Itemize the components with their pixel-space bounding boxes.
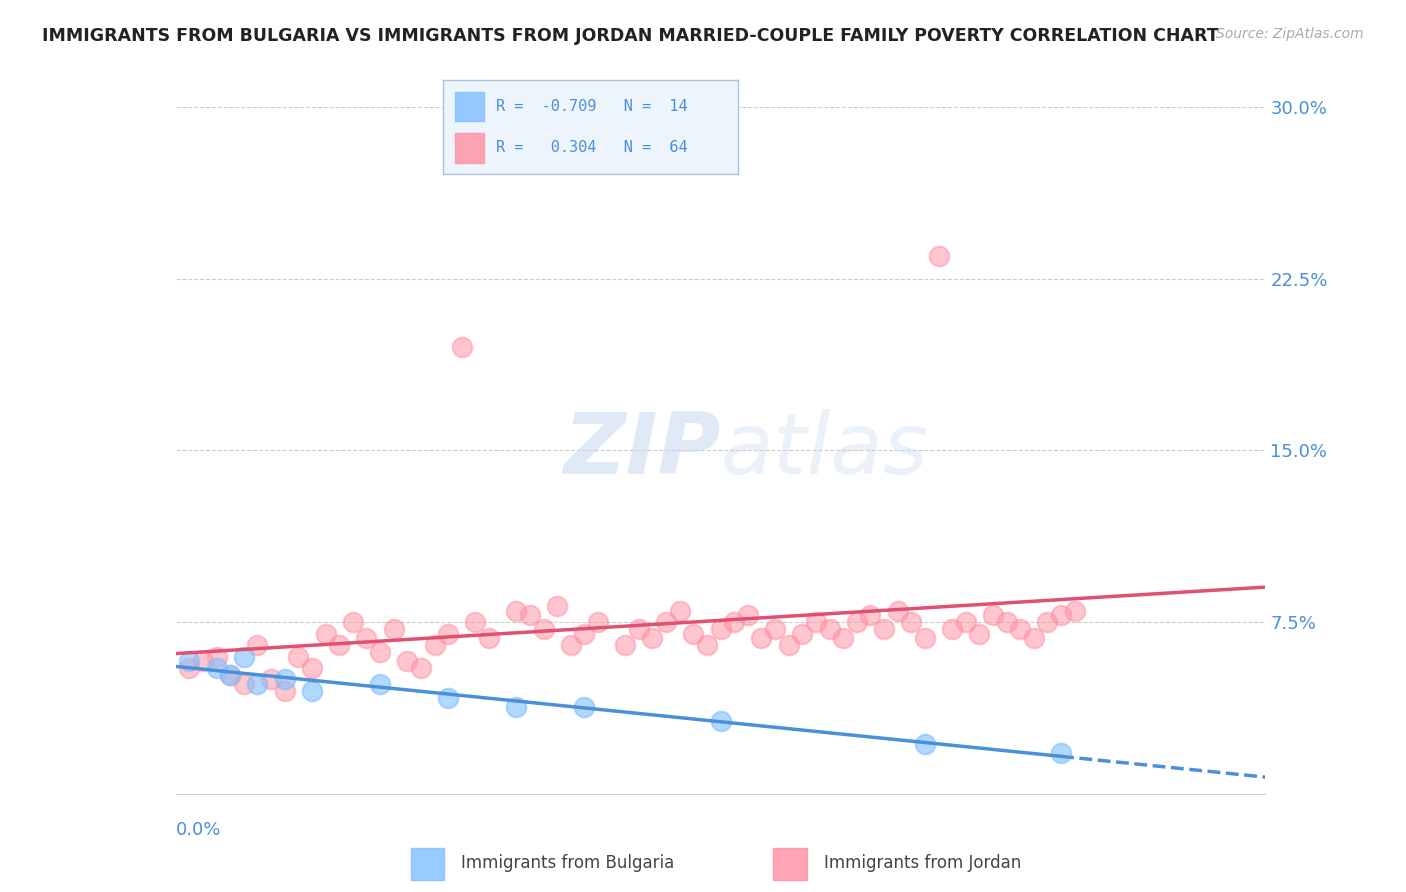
Point: [533, 622, 555, 636]
Point: [328, 638, 350, 652]
Point: [246, 638, 269, 652]
Text: atlas: atlas: [721, 409, 928, 492]
Point: [614, 638, 637, 652]
Point: [437, 690, 460, 705]
Point: [832, 631, 855, 645]
Point: [219, 668, 242, 682]
Point: [246, 677, 269, 691]
Point: [763, 622, 786, 636]
Point: [845, 615, 868, 630]
Point: [342, 615, 364, 630]
Point: [505, 604, 527, 618]
Point: [1050, 746, 1073, 760]
Point: [778, 638, 800, 652]
Point: [1010, 622, 1032, 636]
Bar: [454, 92, 484, 121]
Point: [955, 615, 977, 630]
Point: [179, 661, 201, 675]
Point: [981, 608, 1004, 623]
Point: [464, 615, 486, 630]
Point: [409, 661, 432, 675]
Point: [941, 622, 963, 636]
Point: [1022, 631, 1045, 645]
Point: [682, 626, 704, 640]
Point: [219, 668, 242, 682]
Point: [710, 714, 733, 728]
Bar: [454, 133, 484, 162]
Point: [900, 615, 922, 630]
Point: [301, 661, 323, 675]
Point: [627, 622, 650, 636]
Point: [914, 631, 936, 645]
Point: [232, 677, 254, 691]
Bar: [411, 848, 444, 880]
Point: [356, 631, 378, 645]
Point: [232, 649, 254, 664]
Bar: [773, 848, 807, 880]
Point: [368, 677, 391, 691]
Point: [368, 645, 391, 659]
Text: R =   0.304   N =  64: R = 0.304 N = 64: [496, 140, 688, 155]
Point: [205, 661, 228, 675]
Point: [655, 615, 678, 630]
Point: [260, 673, 283, 687]
Point: [205, 649, 228, 664]
Point: [315, 626, 337, 640]
Text: IMMIGRANTS FROM BULGARIA VS IMMIGRANTS FROM JORDAN MARRIED-COUPLE FAMILY POVERTY: IMMIGRANTS FROM BULGARIA VS IMMIGRANTS F…: [42, 27, 1219, 45]
Text: 0.0%: 0.0%: [176, 822, 221, 839]
Text: ZIP: ZIP: [562, 409, 721, 492]
Point: [1050, 608, 1073, 623]
Point: [723, 615, 745, 630]
Text: Immigrants from Bulgaria: Immigrants from Bulgaria: [461, 854, 675, 872]
Point: [928, 249, 950, 263]
Point: [914, 737, 936, 751]
Point: [179, 654, 201, 668]
Point: [437, 626, 460, 640]
Point: [1036, 615, 1059, 630]
Point: [751, 631, 773, 645]
Point: [519, 608, 541, 623]
Point: [301, 683, 323, 698]
Point: [1063, 604, 1085, 618]
Point: [423, 638, 446, 652]
Point: [546, 599, 568, 614]
Point: [396, 654, 419, 668]
Point: [969, 626, 991, 640]
Point: [274, 673, 297, 687]
Text: Immigrants from Jordan: Immigrants from Jordan: [824, 854, 1021, 872]
Point: [586, 615, 609, 630]
Point: [505, 699, 527, 714]
Point: [818, 622, 841, 636]
Point: [710, 622, 733, 636]
Point: [995, 615, 1018, 630]
Point: [450, 340, 472, 354]
Point: [574, 699, 596, 714]
Text: R =  -0.709   N =  14: R = -0.709 N = 14: [496, 99, 688, 114]
Point: [804, 615, 827, 630]
Point: [274, 683, 297, 698]
Point: [574, 626, 596, 640]
Point: [191, 654, 214, 668]
Point: [859, 608, 882, 623]
Point: [737, 608, 759, 623]
Point: [696, 638, 718, 652]
Point: [641, 631, 664, 645]
Point: [560, 638, 582, 652]
Point: [873, 622, 896, 636]
Point: [886, 604, 908, 618]
Text: Source: ZipAtlas.com: Source: ZipAtlas.com: [1216, 27, 1364, 41]
Point: [792, 626, 814, 640]
Point: [382, 622, 405, 636]
Point: [668, 604, 690, 618]
Point: [478, 631, 501, 645]
Point: [287, 649, 309, 664]
